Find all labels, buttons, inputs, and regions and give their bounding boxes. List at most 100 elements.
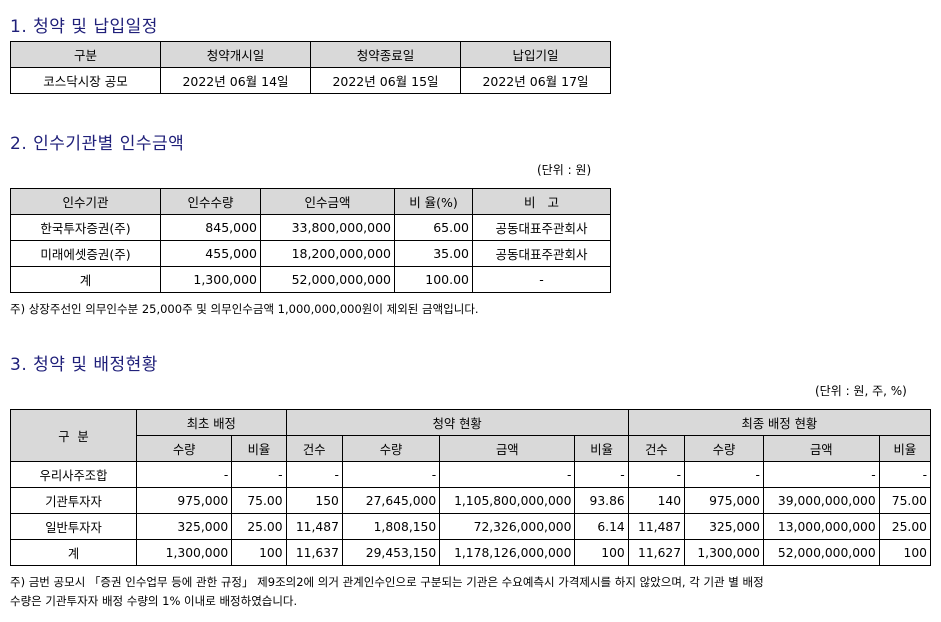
header-cell: 인수금액	[260, 188, 395, 215]
table-cell: 72,326,000,000	[439, 513, 576, 540]
table-cell: 2022년 06월 17일	[460, 67, 611, 94]
table-cell: 계	[10, 539, 137, 566]
table-row: 계 1,300,000 100 11,637 29,453,150 1,178,…	[10, 539, 932, 566]
header-cell: 청약개시일	[160, 41, 311, 68]
table-cell: 1,300,000	[135, 539, 233, 566]
header-cell: 비율	[574, 435, 629, 462]
header-cell: 최종 배정 현황	[627, 409, 932, 436]
header-cell: 건수	[627, 435, 686, 462]
table-cell: 75.00	[878, 487, 932, 514]
table-cell: 공동대표주관회사	[472, 240, 611, 267]
table-cell: 2022년 06월 14일	[160, 67, 311, 94]
header-cell: 납입기일	[460, 41, 611, 68]
header-cell: 비율	[231, 435, 287, 462]
table-header-row: 인수기관 인수수량 인수금액 비 율(%) 비 고	[10, 188, 611, 215]
table-cell: 29,453,150	[341, 539, 441, 566]
table-cell: 한국투자증권(주)	[10, 214, 161, 241]
section2-note: 주) 상장주선인 의무인수분 25,000주 및 의무인수금액 1,000,00…	[10, 302, 479, 316]
allocation-table: 구 분 최초 배정 청약 현황 최종 배정 현황 수량 비율 건수 수량 금액 …	[10, 409, 932, 566]
table-cell: 35.00	[394, 240, 473, 267]
table-cell: 1,300,000	[684, 539, 764, 566]
table-cell: -	[439, 461, 576, 488]
table-cell: 325,000	[684, 513, 764, 540]
table-cell: 140	[627, 487, 686, 514]
table-cell: 93.86	[574, 487, 629, 514]
table-cell: 1,808,150	[341, 513, 441, 540]
table-cell: 100	[574, 539, 629, 566]
header-cell: 인수기관	[10, 188, 161, 215]
table-cell: 100.00	[394, 266, 473, 293]
header-cell: 수량	[341, 435, 441, 462]
section1-title: 1. 청약 및 납입일정	[10, 17, 158, 37]
table-cell: -	[762, 461, 880, 488]
table-cell: 975,000	[135, 487, 233, 514]
table-cell: 코스닥시장 공모	[10, 67, 161, 94]
table-cell: 75.00	[231, 487, 287, 514]
table-cell: 11,487	[285, 513, 343, 540]
table-cell: 455,000	[160, 240, 261, 267]
table-cell: 100	[231, 539, 287, 566]
header-cell: 비율	[878, 435, 932, 462]
table-cell: 18,200,000,000	[260, 240, 395, 267]
table-cell: 2022년 06월 15일	[310, 67, 461, 94]
table-cell: 기관투자자	[10, 487, 137, 514]
table-header-row: 수량 비율 건수 수량 금액 비율 건수 수량 금액 비율	[11, 435, 932, 462]
table-header-row: 구 분 최초 배정 청약 현황 최종 배정 현황	[10, 409, 932, 462]
section3-note: 주) 금번 공모시 「증권 인수업무 등에 관한 규정」 제9조의2에 의거 관…	[10, 573, 931, 611]
table-cell: 13,000,000,000	[762, 513, 880, 540]
table-cell: 우리사주조합	[10, 461, 137, 488]
header-cell: 금액	[439, 435, 576, 462]
table-cell: -	[878, 461, 932, 488]
table-cell: -	[231, 461, 287, 488]
header-cell: 비 율(%)	[394, 188, 473, 215]
table-cell: -	[574, 461, 629, 488]
table-cell: -	[285, 461, 343, 488]
header-cell: 건수	[285, 435, 343, 462]
table-cell: 11,627	[627, 539, 686, 566]
section2-unit: (단위 : 원)	[537, 163, 592, 177]
table-cell: -	[627, 461, 686, 488]
header-cell: 최초 배정	[136, 409, 287, 436]
section3-unit: (단위 : 원, 주, %)	[815, 384, 907, 398]
header-cell: 비 고	[472, 188, 611, 215]
table-cell: 975,000	[684, 487, 764, 514]
table-cell: 공동대표주관회사	[472, 214, 611, 241]
table-cell: -	[684, 461, 764, 488]
table-cell: 65.00	[394, 214, 473, 241]
table-cell: 일반투자자	[10, 513, 137, 540]
table-cell: 100	[878, 539, 932, 566]
table-cell: 1,300,000	[160, 266, 261, 293]
table-cell: 39,000,000,000	[762, 487, 880, 514]
table-row: 우리사주조합 - - - - - - - - - -	[10, 461, 932, 488]
table-cell: -	[135, 461, 233, 488]
section3-note-line1: 주) 금번 공모시 「증권 인수업무 등에 관한 규정」 제9조의2에 의거 관…	[10, 575, 764, 589]
table-row: 한국투자증권(주) 845,000 33,800,000,000 65.00 공…	[10, 214, 611, 241]
table-cell: 27,645,000	[341, 487, 441, 514]
table-cell: 11,487	[627, 513, 686, 540]
header-cell: 금액	[762, 435, 880, 462]
table-row: 기관투자자 975,000 75.00 150 27,645,000 1,105…	[10, 487, 932, 514]
underwriter-table: 인수기관 인수수량 인수금액 비 율(%) 비 고 한국투자증권(주) 845,…	[10, 188, 611, 293]
header-cell: 청약 현황	[285, 409, 629, 436]
header-cell: 구분	[10, 41, 161, 68]
table-row: 미래에셋증권(주) 455,000 18,200,000,000 35.00 공…	[10, 240, 611, 267]
header-cell: 구 분	[10, 409, 137, 462]
header-cell: 수량	[684, 435, 764, 462]
table-row: 일반투자자 325,000 25.00 11,487 1,808,150 72,…	[10, 513, 932, 540]
section3-note-line2: 수량은 기관투자자 배정 수량의 1% 이내로 배정하였습니다.	[10, 594, 298, 608]
table-cell: -	[472, 266, 611, 293]
table-cell: 미래에셋증권(주)	[10, 240, 161, 267]
header-cell: 인수수량	[160, 188, 261, 215]
subscription-schedule-table: 구분 청약개시일 청약종료일 납입기일 코스닥시장 공모 2022년 06월 1…	[10, 41, 611, 94]
section3-title: 3. 청약 및 배정현황	[10, 355, 158, 375]
header-cell: 수량	[135, 435, 233, 462]
table-cell: -	[341, 461, 441, 488]
table-cell: 25.00	[231, 513, 287, 540]
table-cell: 150	[285, 487, 343, 514]
section2-title: 2. 인수기관별 인수금액	[10, 134, 185, 154]
table-cell: 33,800,000,000	[260, 214, 395, 241]
table-cell: 6.14	[574, 513, 629, 540]
table-row: 코스닥시장 공모 2022년 06월 14일 2022년 06월 15일 202…	[10, 67, 611, 94]
header-cell: 청약종료일	[310, 41, 461, 68]
table-cell: 1,178,126,000,000	[439, 539, 576, 566]
